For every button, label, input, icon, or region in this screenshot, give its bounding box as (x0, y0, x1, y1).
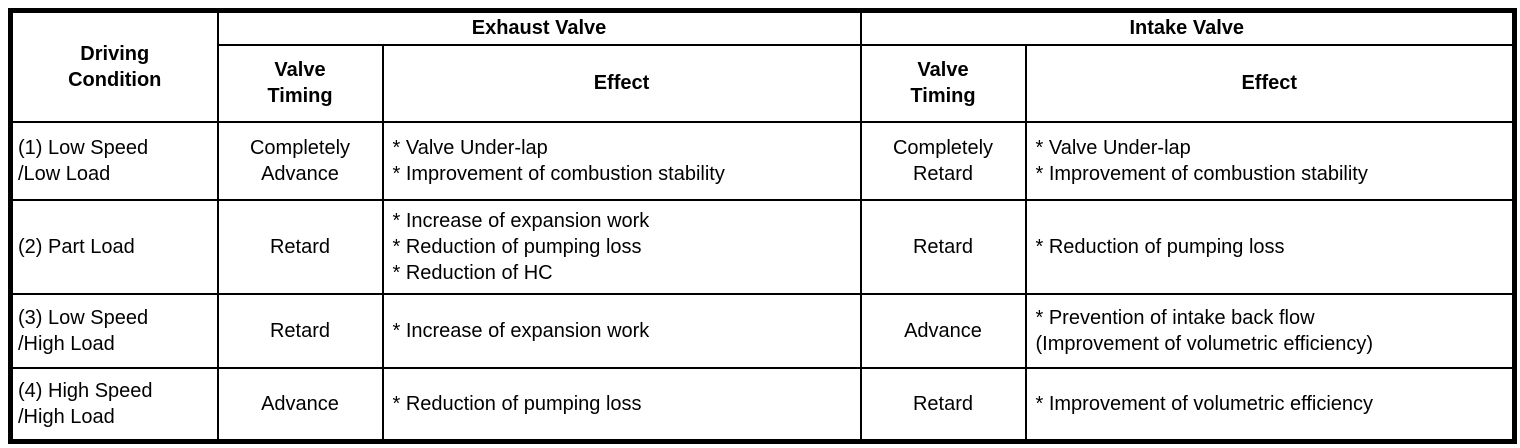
intake-effect-cell: * Improvement of volumetric efficiency (1024, 366, 1516, 443)
exhaust-effect-cell: * Valve Under-lap * Improvement of combu… (381, 120, 862, 201)
intake-valve-timing-cell: Completely Retard (859, 120, 1027, 201)
intake-valve-timing-cell: Retard (859, 366, 1027, 443)
header-intake-valve-timing: Valve Timing (859, 43, 1027, 123)
table-row-part-load: (2) Part Load Retard * Increase of expan… (9, 198, 1516, 295)
table-row-low-speed-low-load: (1) Low Speed /Low Load Completely Advan… (9, 120, 1516, 201)
driving-condition-cell: (3) Low Speed /High Load (9, 292, 219, 369)
exhaust-valve-timing-cell: Retard (216, 198, 384, 295)
valve-timing-effect-table: Driving Condition Exhaust Valve Intake V… (8, 8, 1517, 444)
header-intake-valve-group: Intake Valve (859, 9, 1516, 46)
intake-valve-timing-cell: Advance (859, 292, 1027, 369)
header-driving-condition: Driving Condition (9, 9, 219, 123)
intake-effect-cell: * Valve Under-lap * Improvement of combu… (1024, 120, 1516, 201)
exhaust-effect-cell: * Increase of expansion work * Reduction… (381, 198, 862, 295)
intake-effect-cell: * Prevention of intake back flow (Improv… (1024, 292, 1516, 369)
intake-valve-timing-cell: Retard (859, 198, 1027, 295)
driving-condition-cell: (2) Part Load (9, 198, 219, 295)
driving-condition-cell: (1) Low Speed /Low Load (9, 120, 219, 201)
exhaust-effect-cell: * Increase of expansion work (381, 292, 862, 369)
table-row-high-speed-high-load: (4) High Speed /High Load Advance * Redu… (9, 366, 1516, 443)
header-exhaust-valve-group: Exhaust Valve (216, 9, 862, 46)
table-row-low-speed-high-load: (3) Low Speed /High Load Retard * Increa… (9, 292, 1516, 369)
header-intake-effect: Effect (1024, 43, 1516, 123)
exhaust-valve-timing-cell: Retard (216, 292, 384, 369)
exhaust-valve-timing-cell: Advance (216, 366, 384, 443)
intake-effect-cell: * Reduction of pumping loss (1024, 198, 1516, 295)
driving-condition-cell: (4) High Speed /High Load (9, 366, 219, 443)
header-exhaust-valve-timing: Valve Timing (216, 43, 384, 123)
exhaust-valve-timing-cell: Completely Advance (216, 120, 384, 201)
exhaust-effect-cell: * Reduction of pumping loss (381, 366, 862, 443)
header-exhaust-effect: Effect (381, 43, 862, 123)
